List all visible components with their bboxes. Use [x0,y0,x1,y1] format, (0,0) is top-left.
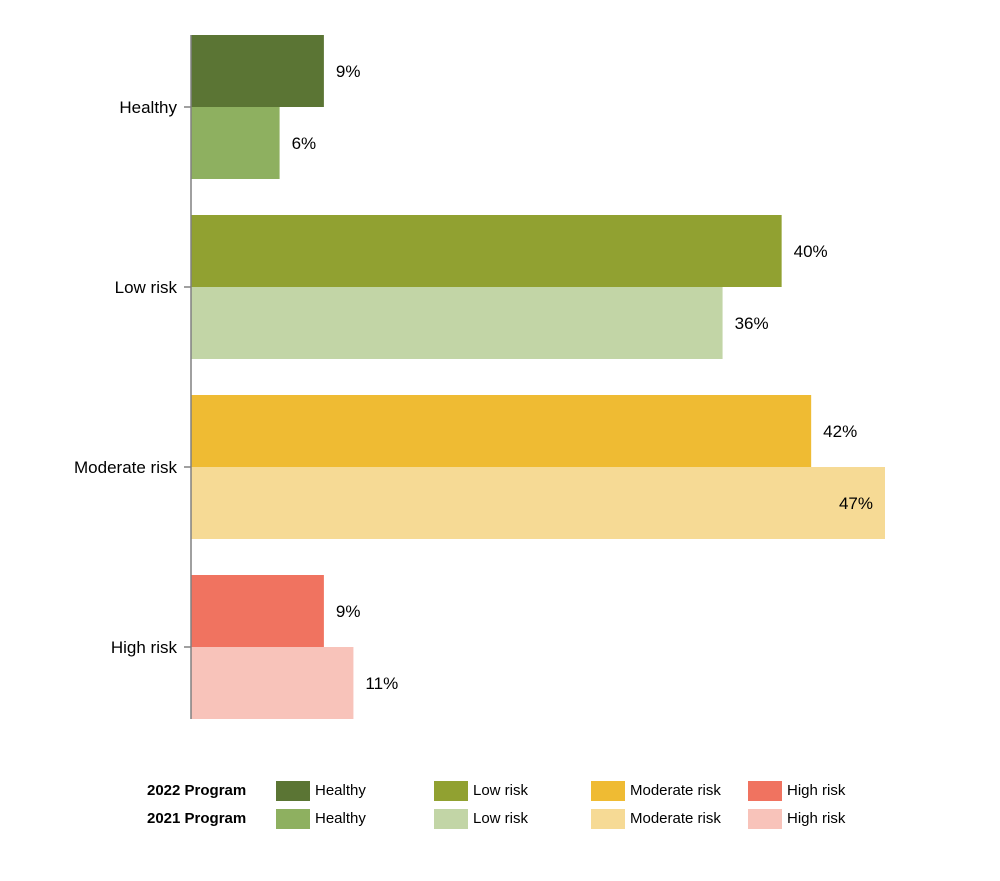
bar-healthy-2021-program [191,107,280,179]
legend-label: High risk [787,810,846,827]
bar-high-risk-2022-program [191,575,324,647]
legend-label: Low risk [473,782,529,799]
legend-label: Low risk [473,810,529,827]
legend-swatch [748,781,782,801]
legend-item-2022-moderate-risk: Moderate risk [591,779,741,803]
value-label-healthy-2022-program: 9% [336,62,361,81]
legend-swatch [591,809,625,829]
bar-chart: 9% 6% 40% 36% 42% 47% 9% 11% Healthy Low risk Mod… [74,35,885,719]
legend-swatch [748,809,782,829]
category-label-moderate-risk: Moderate risk [74,458,177,477]
bar-moderate-risk-2022-program [191,395,812,467]
value-label-low-risk-2021-program: 36% [735,314,769,333]
legend-row-2021: 2021 Program Healthy Low risk Moderate r… [0,807,1000,831]
bar-low-risk-2022-program [191,215,782,287]
legend-row-2022: 2022 Program Healthy Low risk Moderate r… [0,779,1000,803]
legend-label: Moderate risk [630,782,721,799]
legend-title-2022: 2022 Program [147,782,247,799]
legend-item-2022-high-risk: High risk [748,779,898,803]
legend-swatch [276,781,310,801]
value-label-high-risk-2022-program: 9% [336,602,361,621]
bar-moderate-risk-2021-program [191,467,885,539]
legend-label: High risk [787,782,846,799]
value-label-low-risk-2022-program: 40% [794,242,828,261]
value-labels-group: 9% 6% 40% 36% 42% 47% 9% 11% [292,62,873,693]
y-axis: Healthy Low risk Moderate risk High risk [74,35,192,719]
legend-swatch [434,781,468,801]
category-label-high-risk: High risk [111,638,178,657]
legend-swatch [276,809,310,829]
legend-label: Healthy [315,810,366,827]
legend-label: Moderate risk [630,810,721,827]
legend-swatch [434,809,468,829]
legend-item-2021-healthy: Healthy [276,807,426,831]
legend-item-2021-high-risk: High risk [748,807,898,831]
value-label-moderate-risk-2021-program: 47% [839,494,873,513]
value-label-high-risk-2021-program: 11% [365,674,398,693]
value-label-moderate-risk-2022-program: 42% [823,422,857,441]
bar-high-risk-2021-program [191,647,354,719]
bar-healthy-2022-program [191,35,324,107]
bars-group [191,35,885,719]
legend-item-2021-low-risk: Low risk [434,807,584,831]
legend: 2022 Program Healthy Low risk Moderate r… [0,776,1000,836]
legend-item-2022-low-risk: Low risk [434,779,584,803]
legend-item-2021-moderate-risk: Moderate risk [591,807,741,831]
category-label-low-risk: Low risk [115,278,178,297]
legend-item-2022-healthy: Healthy [276,779,426,803]
legend-label: Healthy [315,782,366,799]
value-label-healthy-2021-program: 6% [292,134,317,153]
category-label-healthy: Healthy [119,98,177,117]
legend-title-2021: 2021 Program [147,810,247,827]
bar-low-risk-2021-program [191,287,723,359]
legend-swatch [591,781,625,801]
